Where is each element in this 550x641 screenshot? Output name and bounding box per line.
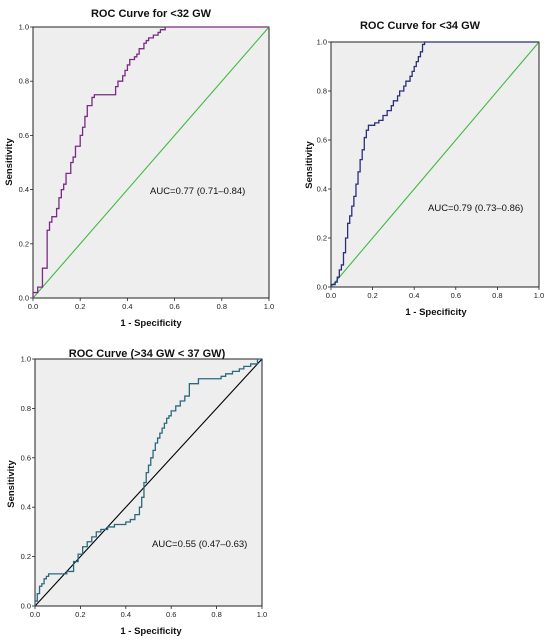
y-tick-label: 0.2 bbox=[21, 552, 31, 561]
x-ticks: 0.0 0.2 0.4 0.6 0.8 1.0 bbox=[326, 287, 544, 300]
y-tick-label: 0.4 bbox=[19, 185, 29, 194]
y-tick-label: 0.6 bbox=[21, 453, 31, 462]
chart-title: ROC Curve for <34 GW bbox=[360, 20, 481, 32]
y-ticks: 0.0 0.2 0.4 0.6 0.8 1.0 bbox=[21, 355, 35, 611]
x-axis-label: 1 - Specificity bbox=[405, 307, 467, 318]
x-tick-label: 0.0 bbox=[30, 610, 40, 619]
x-tick-label: 1.0 bbox=[257, 610, 267, 619]
x-tick-label: 0.8 bbox=[217, 302, 227, 311]
x-ticks: 0.0 0.2 0.4 0.6 0.8 1.0 bbox=[30, 606, 267, 619]
reference-line bbox=[330, 41, 540, 288]
x-tick-label: 0.2 bbox=[75, 302, 85, 311]
x-axis-label: 1 - Specificity bbox=[120, 626, 182, 637]
y-tick-label: 0.6 bbox=[317, 136, 327, 145]
y-tick-label: 0.2 bbox=[317, 234, 327, 243]
x-tick-label: 0.6 bbox=[166, 610, 176, 619]
y-ticks: 0.0 0.2 0.4 0.6 0.8 1.0 bbox=[317, 38, 331, 292]
x-tick-label: 0.4 bbox=[121, 610, 131, 619]
roc-panel-lt32: ROC Curve for <32 GW 0.00.20.40.60.81.0 … bbox=[4, 8, 274, 329]
x-tick-label: 1.0 bbox=[264, 302, 274, 311]
y-tick-label: 1.0 bbox=[19, 23, 29, 32]
y-tick-label: 0.4 bbox=[21, 503, 31, 512]
x-tick-label: 0.8 bbox=[211, 610, 221, 619]
y-tick-label: 0.0 bbox=[21, 602, 31, 611]
x-tick-label: 0.6 bbox=[169, 302, 179, 311]
y-tick-label: 0.6 bbox=[19, 131, 29, 140]
auc-annotation: AUC=0.79 (0.73–0.86) bbox=[428, 203, 523, 214]
reference-line bbox=[32, 26, 270, 299]
roc-curve bbox=[330, 41, 539, 287]
y-axis-label: Sensitivity bbox=[4, 138, 15, 186]
roc-curve bbox=[34, 358, 262, 606]
y-tick-label: 1.0 bbox=[317, 38, 327, 47]
y-tick-label: 0.0 bbox=[19, 294, 29, 303]
y-tick-label: 0.8 bbox=[21, 404, 31, 413]
x-tick-label: 1.0 bbox=[534, 291, 544, 300]
x-tick-label: 0.0 bbox=[326, 291, 336, 300]
chart-title: ROC Curve for <32 GW bbox=[91, 8, 212, 20]
x-tick-label: 0.4 bbox=[409, 291, 419, 300]
auc-annotation: AUC=0.55 (0.47–0.63) bbox=[152, 539, 247, 550]
reference-line bbox=[34, 358, 263, 607]
y-tick-label: 0.8 bbox=[317, 87, 327, 96]
x-ticks: 0.0 0.2 0.4 0.6 0.8 1.0 bbox=[28, 298, 274, 311]
y-tick-label: 0.2 bbox=[19, 239, 29, 248]
chart-title: ROC Curve (>34 GW < 37 GW) bbox=[69, 348, 226, 360]
roc-panel-lt34: ROC Curve for <34 GW 0.00.20.40.60.81.0 … bbox=[304, 20, 544, 318]
roc-curve bbox=[32, 26, 269, 298]
x-tick-label: 0.8 bbox=[492, 291, 502, 300]
x-tick-label: 0.4 bbox=[122, 302, 132, 311]
x-tick-label: 0.2 bbox=[367, 291, 377, 300]
auc-annotation: AUC=0.77 (0.71–0.84) bbox=[150, 186, 245, 197]
x-tick-label: 0.2 bbox=[75, 610, 85, 619]
y-tick-label: 0.4 bbox=[317, 185, 327, 194]
y-tick-label: 0.0 bbox=[317, 283, 327, 292]
y-tick-label: 0.8 bbox=[19, 77, 29, 86]
roc-panel-34-37: ROC Curve (>34 GW < 37 GW) 0.00.20.40.60… bbox=[6, 348, 267, 637]
x-axis-label: 1 - Specificity bbox=[120, 318, 182, 329]
y-axis-label: Sensitivity bbox=[304, 141, 315, 189]
y-axis-label: Sensitivity bbox=[6, 460, 17, 508]
x-tick-label: 0.0 bbox=[28, 302, 38, 311]
y-tick-label: 1.0 bbox=[21, 355, 31, 364]
y-ticks: 0.0 0.2 0.4 0.6 0.8 1.0 bbox=[19, 23, 33, 303]
x-tick-label: 0.6 bbox=[451, 291, 461, 300]
